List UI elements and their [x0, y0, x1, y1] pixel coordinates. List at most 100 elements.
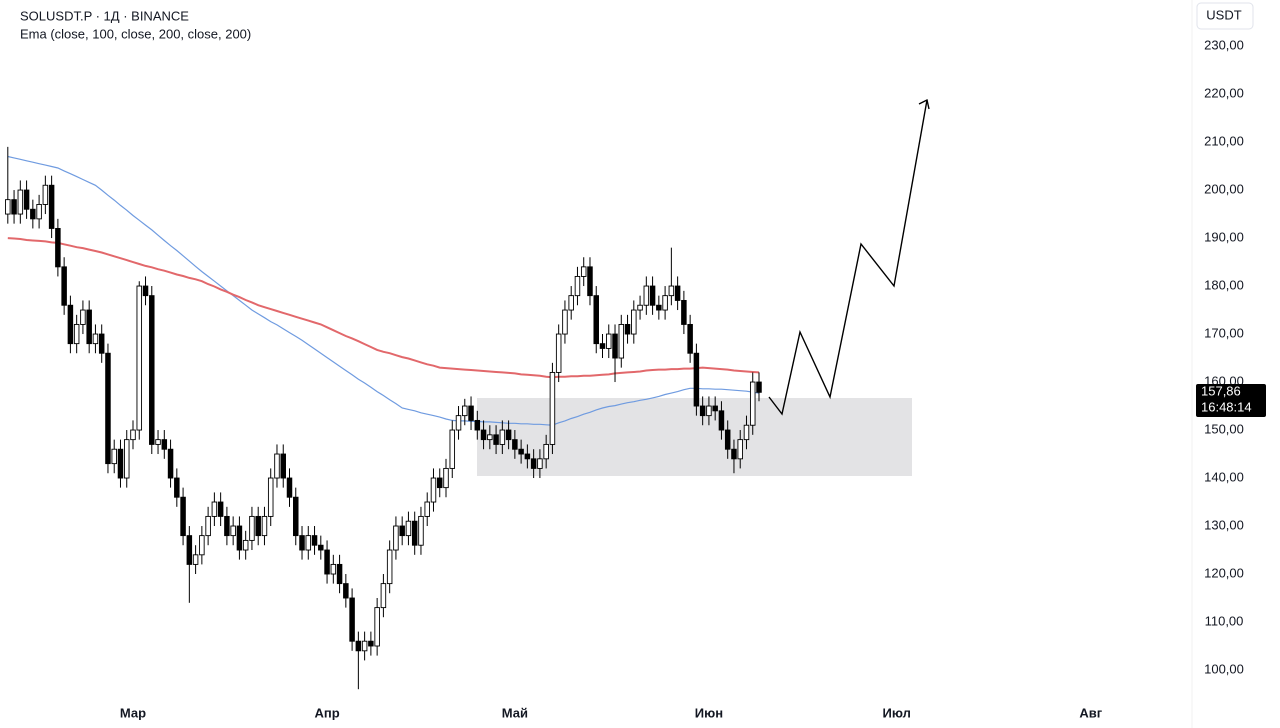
candle-body	[249, 515, 255, 541]
projection-path	[768, 99, 928, 416]
candle-body	[693, 352, 700, 407]
candle-body	[436, 477, 443, 489]
candle-body	[749, 381, 756, 426]
candle-body	[30, 208, 36, 220]
candle-body	[5, 199, 11, 215]
candle-body	[117, 448, 124, 479]
candle-body	[668, 285, 675, 297]
candle-body	[424, 501, 430, 517]
candle-body	[174, 477, 180, 498]
candle-body	[480, 429, 487, 441]
y-tick-label: 230,00	[1204, 38, 1244, 53]
candle-body	[149, 295, 155, 445]
candle-body	[355, 640, 362, 652]
price-axis: 100,00110,00120,00130,00140,00150,00160,…	[120, 38, 1244, 721]
ema100-line	[7, 155, 760, 426]
candle-body	[299, 535, 305, 551]
candle-body	[555, 333, 562, 373]
y-tick-label: 130,00	[1204, 517, 1244, 532]
candle-body	[230, 525, 236, 537]
candle-body	[505, 429, 512, 441]
y-tick-label: 200,00	[1204, 181, 1244, 196]
candle-body	[186, 535, 193, 565]
candle-body	[42, 184, 49, 205]
candle-body	[199, 535, 205, 556]
candle-body	[443, 467, 449, 489]
currency-box[interactable]	[1196, 2, 1254, 30]
candle-body	[130, 429, 136, 441]
x-tick-label: Май	[502, 705, 528, 720]
candle-body	[380, 583, 387, 609]
candle-body	[681, 299, 687, 325]
candle-body	[267, 477, 274, 517]
candle-body	[405, 520, 412, 537]
candle-body	[274, 453, 280, 479]
candle-body	[756, 381, 762, 393]
candle-body	[568, 295, 574, 311]
candle-body	[731, 448, 737, 460]
candle-body	[224, 515, 230, 537]
countdown-label: 16:48:14	[1201, 399, 1252, 414]
candle-body	[386, 549, 393, 585]
candle-body	[411, 520, 418, 546]
candle-body	[562, 309, 568, 335]
candle-body	[349, 597, 355, 642]
candle-body	[236, 525, 243, 551]
candle-body	[449, 429, 456, 469]
candle-body	[593, 295, 599, 345]
candle-body	[718, 410, 725, 431]
candle-body	[587, 266, 593, 297]
y-tick-label: 210,00	[1204, 134, 1244, 149]
candle-body	[512, 439, 518, 450]
chart-title: SOLUSDT.P · 1Д · BINANCE	[20, 8, 189, 23]
candle-body	[662, 295, 668, 311]
candle-body	[92, 333, 99, 345]
candle-body	[311, 535, 318, 546]
candle-body	[418, 515, 424, 546]
candle-body	[656, 304, 662, 311]
candle-body	[123, 439, 130, 479]
candle-body	[462, 405, 468, 417]
candle-body	[67, 304, 74, 345]
y-tick-label: 120,00	[1204, 565, 1244, 580]
candle-body	[612, 333, 618, 359]
ema200-line	[7, 237, 760, 379]
y-tick-label: 190,00	[1204, 229, 1244, 244]
candle-body	[637, 304, 643, 311]
last-price-label: 157,86	[1201, 383, 1241, 398]
candle-body	[105, 352, 111, 465]
x-tick-label: Апр	[314, 705, 339, 720]
x-tick-label: Авг	[1079, 705, 1102, 720]
candle-body	[336, 563, 343, 585]
candle-body	[192, 554, 199, 565]
currency-label[interactable]: USDT	[1206, 7, 1241, 22]
candle-body	[330, 563, 337, 575]
candle-body	[180, 496, 186, 537]
candle-body	[61, 266, 67, 306]
plot	[5, 146, 762, 690]
zone-drawing	[477, 398, 912, 476]
candle-body	[743, 424, 750, 441]
candle-body	[537, 458, 543, 469]
y-tick-label: 220,00	[1204, 86, 1244, 101]
candle-body	[530, 458, 537, 469]
candle-body	[474, 419, 481, 431]
candle-body	[293, 496, 299, 537]
candle-body	[111, 448, 117, 465]
candle-body	[699, 405, 706, 417]
candle-body	[649, 285, 656, 306]
y-tick-label: 150,00	[1204, 421, 1244, 436]
candle-body	[493, 434, 499, 445]
candle-body	[11, 199, 17, 215]
candle-body	[518, 448, 524, 455]
candle-body	[36, 204, 42, 220]
candle-body	[261, 515, 268, 537]
candle-body	[161, 439, 168, 450]
candle-body	[242, 539, 249, 551]
candle-body	[48, 184, 55, 229]
candle-body	[487, 434, 493, 441]
candle-body	[55, 228, 61, 268]
candle-body	[724, 429, 731, 450]
